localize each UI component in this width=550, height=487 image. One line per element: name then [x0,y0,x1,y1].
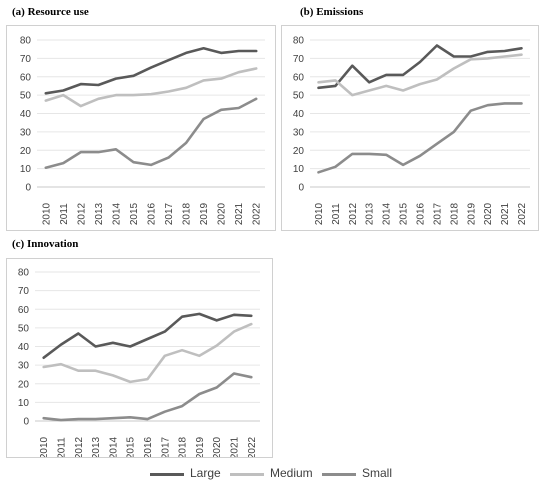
series-line-large [44,46,258,95]
y-tick-label: 30 [20,127,32,138]
series-line-small [44,97,258,169]
x-tick-label: 2018 [182,202,193,225]
y-tick-label: 70 [293,54,305,65]
series-line-medium [44,67,258,108]
legend-label-medium: Medium [270,466,313,480]
chart-resource-use: 0 10 20 30 40 50 60 70 80 2010 2011 2012 2013 2014 201… [6,25,276,231]
x-tick-label: 2019 [466,202,477,225]
y-tick-label: 20 [293,146,305,157]
x-tick-label: 2012 [76,202,87,225]
y-tick-label: 60 [293,72,305,83]
x-tick-label: 2019 [195,436,206,457]
panel-title-b: (b) Emissions [300,6,364,18]
x-tick-label: 2021 [234,202,245,225]
y-tick-label: 20 [18,379,30,390]
y-tick-label: 80 [18,268,30,279]
chart-emissions: 0 10 20 30 40 50 60 70 80 2010 2011 2012 2013 2014 201… [281,25,539,231]
x-tick-label: 2020 [483,202,494,225]
chart-innovation: 0 10 20 30 40 50 60 70 80 2010 2011 2012 2013 2014 201… [6,258,273,458]
y-tick-label: 80 [20,36,32,47]
y-tick-label: 10 [293,164,305,175]
x-tick-label: 2018 [449,202,460,225]
legend: Large Medium Small [150,466,410,482]
x-tick-label: 2017 [432,202,443,225]
y-tick-label: 10 [18,398,30,409]
panel-title-c: (c) Innovation [12,238,79,250]
x-tick-label: 2013 [365,202,376,225]
chart-svg-resource-use: 0 10 20 30 40 50 60 70 80 2010 2011 2012 2013 2014 201… [20,36,265,225]
legend-swatch-medium [230,473,264,476]
x-tick-label: 2015 [399,202,410,225]
x-tick-label: 2011 [56,437,67,457]
x-tick-label: 2014 [382,202,393,225]
series-line-medium [42,322,253,384]
series-line-large [317,44,523,90]
x-tick-label: 2016 [416,202,427,225]
y-tick-label: 30 [18,361,30,372]
series-line-medium [317,53,523,97]
y-tick-label: 20 [20,146,32,157]
x-tick-label: 2022 [252,202,263,225]
x-tick-label: 2015 [126,436,137,457]
y-tick-label: 40 [18,342,30,353]
y-tick-label: 30 [293,127,305,138]
chart-svg-emissions: 0 10 20 30 40 50 60 70 80 2010 2011 2012 2013 2014 201… [293,36,530,225]
x-tick-label: 2019 [199,202,210,225]
x-tick-label: 2014 [108,436,119,457]
x-tick-label: 2018 [178,436,189,457]
y-tick-label: 0 [23,417,29,428]
x-tick-label: 2017 [160,436,171,457]
y-tick-label: 60 [20,72,32,83]
y-tick-label: 10 [20,164,32,175]
legend-label-large: Large [190,466,221,480]
x-tick-label: 2022 [247,436,258,457]
x-tick-label: 2022 [517,202,528,225]
x-tick-label: 2014 [111,202,122,225]
x-tick-label: 2010 [314,202,325,225]
series-line-large [42,312,253,359]
legend-swatch-small [322,473,356,476]
x-tick-label: 2021 [230,436,241,457]
legend-label-small: Small [362,466,393,480]
y-tick-label: 80 [293,36,305,47]
x-tick-label: 2010 [39,436,50,457]
x-tick-label: 2010 [41,202,52,225]
y-tick-label: 70 [20,54,32,65]
x-tick-label: 2020 [212,436,223,457]
series-line-small [317,102,523,174]
x-tick-label: 2011 [331,203,342,225]
x-tick-label: 2012 [348,202,359,225]
x-tick-label: 2013 [94,202,105,225]
x-tick-label: 2012 [74,436,85,457]
y-tick-label: 50 [18,323,30,334]
x-tick-label: 2020 [217,202,228,225]
x-tick-label: 2017 [164,202,175,225]
y-tick-label: 40 [293,109,305,120]
y-tick-label: 70 [18,286,30,297]
y-tick-label: 50 [20,91,32,102]
x-tick-label: 2016 [143,436,154,457]
y-tick-label: 0 [25,183,31,194]
panel-title-a: (a) Resource use [12,6,89,18]
x-tick-label: 2015 [129,202,140,225]
y-tick-label: 0 [298,183,304,194]
chart-svg-innovation: 0 10 20 30 40 50 60 70 80 2010 2011 2012 2013 2014 201… [18,268,260,457]
y-tick-label: 40 [20,109,32,120]
x-tick-label: 2011 [59,203,70,225]
series-line-small [42,372,253,422]
x-tick-label: 2016 [147,202,158,225]
y-tick-label: 50 [293,91,305,102]
y-tick-label: 60 [18,305,30,316]
legend-swatch-large [150,473,184,476]
x-tick-label: 2021 [500,202,511,225]
x-tick-label: 2013 [91,436,102,457]
